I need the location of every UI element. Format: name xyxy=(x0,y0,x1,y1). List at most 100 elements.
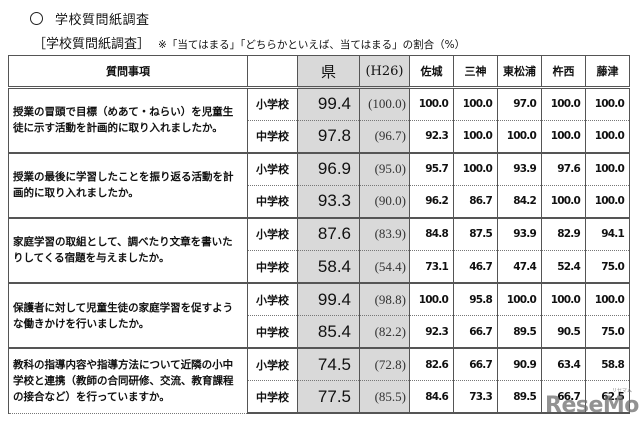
school-level-label: 中学校 xyxy=(247,380,298,415)
prefecture-value: 87.6 xyxy=(297,216,360,251)
district-value: 100.0 xyxy=(585,120,630,154)
table-row: 授業の冒頭で目標（めあて・ねらい）を児童生徒に示す活動を計画的に取り入れましたか… xyxy=(8,86,630,154)
district-value: 75.0 xyxy=(585,250,630,285)
district-value: 94.1 xyxy=(585,216,630,251)
title-text: 学校質問紙調査 xyxy=(55,13,150,28)
previous-value: (90.0) xyxy=(359,185,410,219)
district-value: 100.0 xyxy=(409,86,454,121)
school-level-label: 中学校 xyxy=(247,120,298,154)
header-previous: (H26) xyxy=(359,55,410,88)
district-value: 90.5 xyxy=(541,315,586,350)
prefecture-value: 77.5 xyxy=(297,380,360,415)
subtitle-bracket: ［学校質問紙調査］ xyxy=(33,37,151,52)
district-value: 82.9 xyxy=(541,216,586,251)
watermark-kana: リセマム xyxy=(612,388,633,394)
district-value: 97.6 xyxy=(541,151,586,186)
header-question: 質問事項 xyxy=(8,55,248,88)
district-value: 84.8 xyxy=(409,216,454,251)
district-value: 58.8 xyxy=(585,347,630,382)
subtitle-note: ※「当てはまる」「どちらかといえば、当てはまる」の割合（%） xyxy=(158,39,466,51)
previous-value: (95.0) xyxy=(359,151,410,186)
previous-value: (54.4) xyxy=(359,250,410,285)
district-value: 93.9 xyxy=(497,151,542,186)
subtitle: ［学校質問紙調査］ ※「当てはまる」「どちらかといえば、当てはまる」の割合（%） xyxy=(33,33,465,52)
district-value: 100.0 xyxy=(541,86,586,121)
question-cell: 授業の冒頭で目標（めあて・ねらい）を児童生徒に示す活動を計画的に取り入れましたか… xyxy=(8,86,248,154)
district-value: 97.0 xyxy=(497,86,542,121)
table-row: 家庭学習の取組として、調べたり文章を書いたりしてくる宿題を与えましたか。 小学校 8… xyxy=(8,216,630,284)
school-level-label: 小学校 xyxy=(247,216,298,251)
question-cell: 教科の指導内容や指導方法について近隣の小中学校と連携（教師の合同研修、交流、教育… xyxy=(8,347,248,414)
district-value: 52.4 xyxy=(541,250,586,285)
header-district: 三神 xyxy=(453,55,498,88)
district-value: 84.6 xyxy=(409,380,454,415)
district-value: 100.0 xyxy=(453,86,498,121)
district-value: 66.7 xyxy=(541,380,586,415)
page-title: 学校質問紙調査 xyxy=(30,9,150,28)
district-value: 73.1 xyxy=(409,250,454,285)
previous-value: (98.8) xyxy=(359,282,410,317)
district-value: 82.6 xyxy=(409,347,454,382)
table-row: 中学校 93.3 (90.0) 96.2 86.7 84.2 100.0 100.0 xyxy=(9,185,630,219)
prefecture-value: 58.4 xyxy=(297,250,360,285)
district-value: 100.0 xyxy=(585,282,630,317)
header-district: 佐城 xyxy=(409,55,454,88)
table-row: 中学校 58.4 (54.4) 73.1 46.7 47.4 52.4 75.0 xyxy=(9,250,630,285)
previous-value: (72.8) xyxy=(359,347,410,382)
district-value: 84.2 xyxy=(497,185,542,219)
table-row: 中学校 85.4 (82.2) 92.3 66.7 89.5 90.5 75.0 xyxy=(9,315,630,350)
previous-value: (96.7) xyxy=(359,120,410,154)
question-cell: 家庭学習の取組として、調べたり文章を書いたりしてくる宿題を与えましたか。 xyxy=(8,216,248,284)
district-value: 46.7 xyxy=(453,250,498,285)
prefecture-value: 93.3 xyxy=(297,185,360,219)
district-value: 89.5 xyxy=(497,315,542,350)
prefecture-value: 99.4 xyxy=(297,282,360,317)
circle-bullet-icon xyxy=(30,12,43,25)
district-value: 86.7 xyxy=(453,185,498,219)
district-value: 100.0 xyxy=(497,120,542,154)
prefecture-value: 85.4 xyxy=(297,315,360,350)
table-row: 授業の最後に学習したことを振り返る活動を計画的に取り入れましたか。 小学校 96.9… xyxy=(8,151,630,219)
prefecture-value: 97.8 xyxy=(297,120,360,154)
school-level-label: 中学校 xyxy=(247,250,298,285)
district-value: 100.0 xyxy=(453,151,498,186)
header-district: 杵西 xyxy=(541,55,586,88)
prefecture-value: 99.4 xyxy=(297,86,360,121)
district-value: 96.2 xyxy=(409,185,454,219)
previous-value: (82.2) xyxy=(359,315,410,350)
school-level-label: 中学校 xyxy=(247,315,298,350)
previous-value: (100.0) xyxy=(359,86,410,121)
question-cell: 保護者に対して児童生徒の家庭学習を促すような働きかけを行いましたか。 xyxy=(8,282,248,349)
survey-table: 質問事項 県 (H26) 佐城 三神 東松浦 杵西 藤津 授業の冒頭で目標（めあ… xyxy=(8,55,630,415)
district-value: 92.3 xyxy=(409,315,454,350)
district-value: 95.7 xyxy=(409,151,454,186)
school-level-label: 小学校 xyxy=(247,86,298,121)
district-value: 100.0 xyxy=(585,86,630,121)
district-value: 93.9 xyxy=(497,216,542,251)
table-row: 中学校 97.8 (96.7) 92.3 100.0 100.0 100.0 100.0 xyxy=(9,120,630,154)
district-value: 100.0 xyxy=(541,120,586,154)
prefecture-value: 96.9 xyxy=(297,151,360,186)
question-cell: 授業の最後に学習したことを振り返る活動を計画的に取り入れましたか。 xyxy=(8,151,248,219)
district-value: 100.0 xyxy=(409,282,454,317)
table-row: 教科の指導内容や指導方法について近隣の小中学校と連携（教師の合同研修、交流、教育… xyxy=(8,347,630,414)
district-value: 95.8 xyxy=(453,282,498,317)
district-value: 75.0 xyxy=(585,315,630,350)
district-value: 66.7 xyxy=(453,347,498,382)
district-value: 89.5 xyxy=(497,380,542,415)
header-prefecture: 県 xyxy=(297,55,360,88)
district-value: 100.0 xyxy=(541,185,586,219)
district-value: 92.3 xyxy=(409,120,454,154)
header-district: 藤津 xyxy=(585,55,630,88)
district-value: 100.0 xyxy=(585,185,630,219)
district-value: 87.5 xyxy=(453,216,498,251)
district-value: 47.4 xyxy=(497,250,542,285)
district-value: 100.0 xyxy=(453,120,498,154)
table-row: 保護者に対して児童生徒の家庭学習を促すような働きかけを行いましたか。 小学校 99.… xyxy=(8,282,630,349)
school-level-label: 小学校 xyxy=(247,282,298,317)
district-value: 73.3 xyxy=(453,380,498,415)
previous-value: (83.9) xyxy=(359,216,410,251)
district-value: 100.0 xyxy=(497,282,542,317)
table-row: 中学校 77.5 (85.5) 84.6 73.3 89.5 66.7 62.5 xyxy=(9,380,630,415)
district-value: 90.9 xyxy=(497,347,542,382)
